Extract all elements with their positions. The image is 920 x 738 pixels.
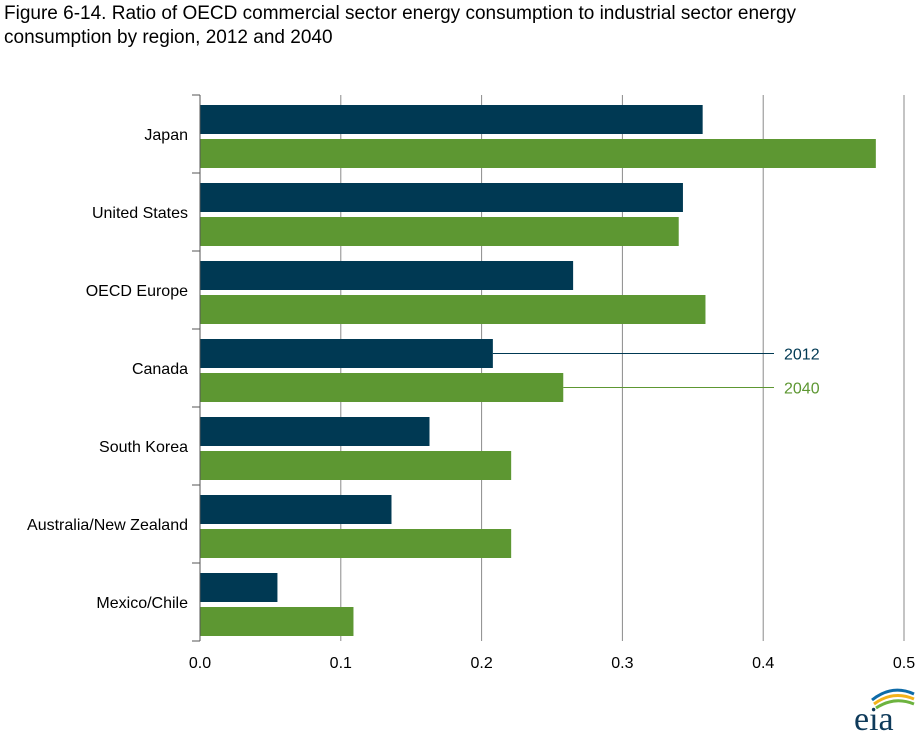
logo-text: eia xyxy=(854,701,894,734)
bar-2012-australia-new-zealand xyxy=(200,495,392,524)
bar-2040-oecd-europe xyxy=(200,295,706,324)
legend-label-2012: 2012 xyxy=(784,347,820,364)
category-label: Canada xyxy=(132,361,188,378)
axes xyxy=(192,94,201,642)
bar-2012-south-korea xyxy=(200,417,430,446)
category-label: South Korea xyxy=(99,439,188,456)
x-tick-label: 0.0 xyxy=(189,655,211,672)
category-label: Mexico/Chile xyxy=(96,595,188,612)
bar-2012-mexico-chile xyxy=(200,573,278,602)
eia-logo: eia xyxy=(854,688,915,734)
bar-2012-japan xyxy=(200,105,703,134)
category-label: Australia/New Zealand xyxy=(27,517,188,534)
category-label: Japan xyxy=(144,127,188,144)
bar-2012-united-states xyxy=(200,183,683,212)
x-tick-label: 0.1 xyxy=(330,655,352,672)
legend: 2012 2040 xyxy=(492,347,820,398)
chart-title: Figure 6-14. Ratio of OECD commercial se… xyxy=(4,3,797,48)
category-label: OECD Europe xyxy=(86,283,188,300)
bar-2040-japan xyxy=(200,139,876,168)
x-tick-label: 0.3 xyxy=(611,655,633,672)
bar-2040-south-korea xyxy=(200,451,512,480)
bar-2012-oecd-europe xyxy=(200,261,574,290)
x-tick-label: 0.2 xyxy=(470,655,492,672)
bar-2012-canada xyxy=(200,339,493,368)
legend-label-2040: 2040 xyxy=(784,381,820,398)
bar-2040-united-states xyxy=(200,217,679,246)
x-tick-label: 0.4 xyxy=(752,655,774,672)
bar-2040-australia-new-zealand xyxy=(200,529,512,558)
x-tick-label: 0.5 xyxy=(893,655,915,672)
bar-2040-mexico-chile xyxy=(200,607,354,636)
category-label: United States xyxy=(92,205,188,222)
bars xyxy=(200,105,876,636)
tick-labels: 0.0 0.1 0.2 0.3 0.4 0.5 xyxy=(189,655,915,672)
category-labels: Japan United States OECD Europe Canada South… xyxy=(27,127,188,612)
bar-2040-canada xyxy=(200,373,564,402)
